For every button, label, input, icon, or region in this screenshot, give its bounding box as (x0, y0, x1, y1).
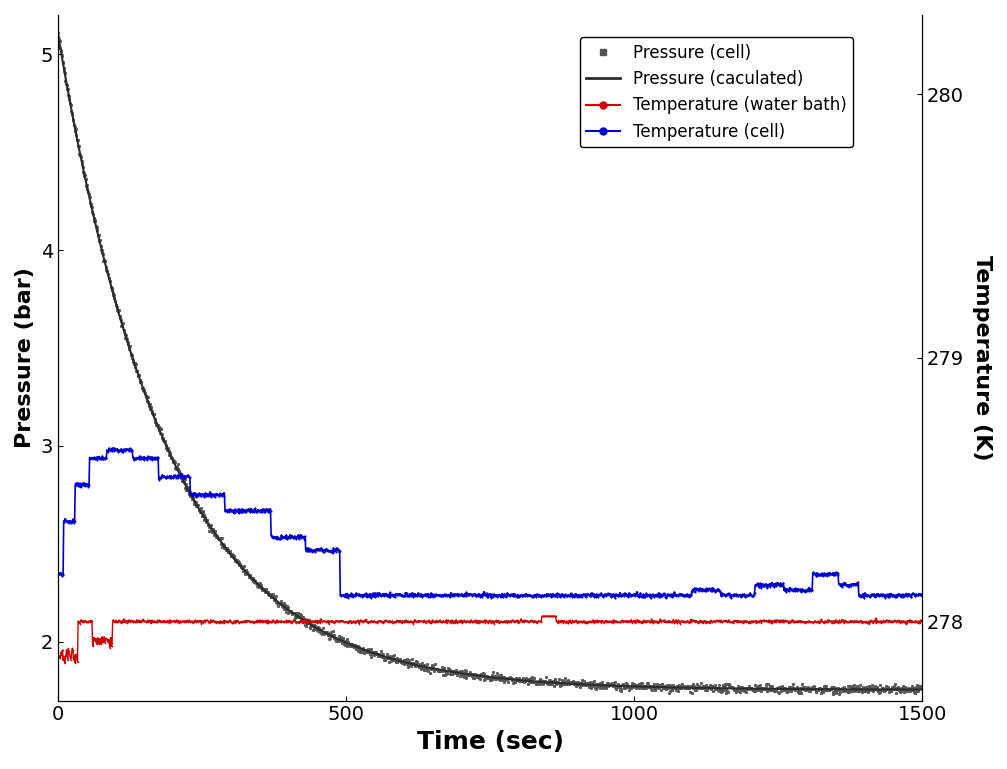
Legend: Pressure (cell), Pressure (caculated), Temperature (water bath), Temperature (ce: Pressure (cell), Pressure (caculated), T… (580, 37, 853, 148)
Y-axis label: Pressure (bar): Pressure (bar) (15, 268, 35, 448)
X-axis label: Time (sec): Time (sec) (417, 730, 564, 754)
Y-axis label: Temperature (K): Temperature (K) (972, 255, 992, 461)
